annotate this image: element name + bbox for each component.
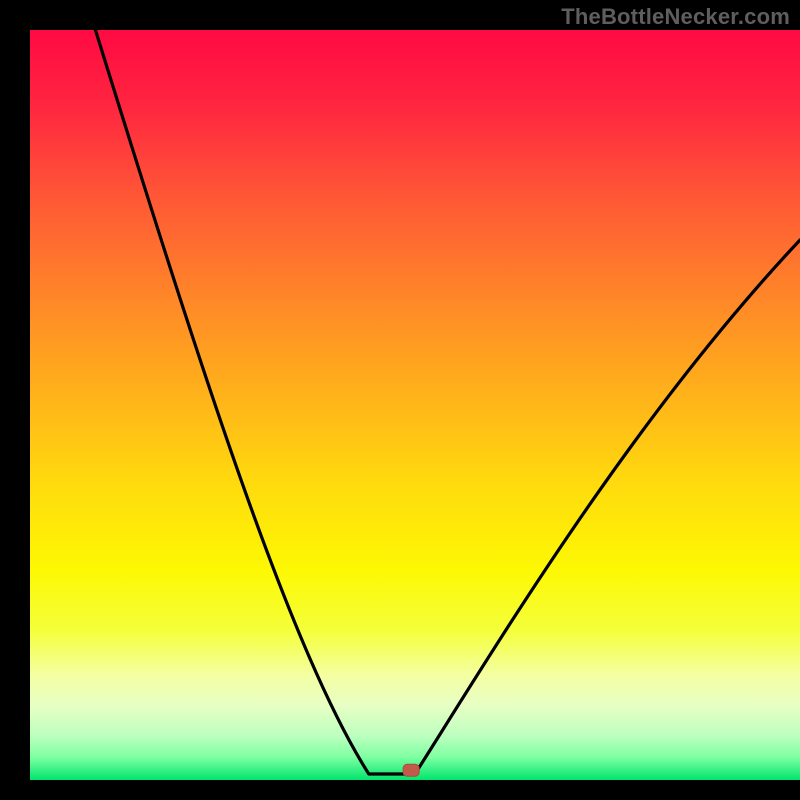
plot-background xyxy=(30,30,800,780)
watermark-text: TheBottleNecker.com xyxy=(561,4,790,30)
bottleneck-chart xyxy=(0,0,800,800)
optimum-marker xyxy=(403,764,419,776)
